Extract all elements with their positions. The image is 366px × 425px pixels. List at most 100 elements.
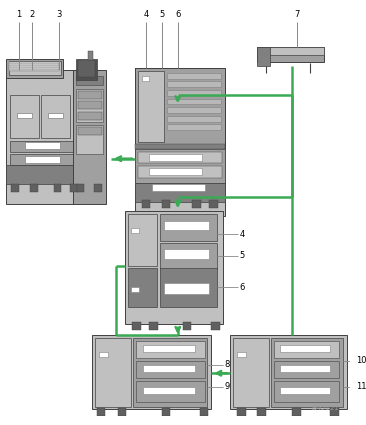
Bar xyxy=(211,322,220,330)
Bar xyxy=(160,243,217,269)
Bar xyxy=(128,214,157,266)
Text: 5: 5 xyxy=(159,11,164,20)
Bar xyxy=(149,322,158,330)
Bar xyxy=(257,47,324,62)
Bar xyxy=(138,152,222,164)
Bar xyxy=(25,142,60,149)
Bar xyxy=(9,68,59,70)
Bar xyxy=(257,47,324,55)
Bar xyxy=(142,76,149,80)
Text: 6: 6 xyxy=(175,11,180,20)
Text: 6: 6 xyxy=(240,283,245,292)
Bar xyxy=(76,125,104,154)
Bar xyxy=(88,51,93,60)
Bar xyxy=(160,268,217,306)
Bar xyxy=(73,70,106,204)
Text: 7: 7 xyxy=(294,11,300,20)
Bar xyxy=(209,200,218,208)
Bar xyxy=(77,184,84,192)
Text: 4: 4 xyxy=(240,230,245,238)
Bar xyxy=(167,90,221,96)
Bar xyxy=(257,408,266,416)
Text: 3: 3 xyxy=(56,11,61,20)
Bar xyxy=(167,73,221,79)
Text: 11: 11 xyxy=(356,382,366,391)
Bar xyxy=(54,184,61,192)
Text: 2: 2 xyxy=(29,11,34,20)
Bar xyxy=(167,82,221,87)
Bar xyxy=(133,338,208,407)
Bar xyxy=(94,184,101,192)
Bar xyxy=(292,408,301,416)
Bar xyxy=(149,168,202,175)
Bar xyxy=(41,95,70,138)
Bar xyxy=(131,287,139,292)
Bar xyxy=(78,91,101,99)
Bar xyxy=(131,228,139,233)
Bar xyxy=(78,102,101,109)
Bar xyxy=(9,66,59,68)
Bar xyxy=(135,68,225,144)
Bar xyxy=(136,381,205,402)
Bar xyxy=(9,62,60,75)
Bar xyxy=(48,113,63,118)
Text: 4: 4 xyxy=(144,11,149,20)
Bar xyxy=(142,387,195,394)
Bar xyxy=(10,154,75,165)
Bar xyxy=(135,68,225,216)
Bar xyxy=(128,268,157,306)
Bar xyxy=(149,154,202,161)
Bar xyxy=(183,322,191,330)
Bar xyxy=(237,408,246,416)
Bar xyxy=(233,338,269,407)
Text: 1: 1 xyxy=(16,11,21,20)
Bar xyxy=(30,184,38,192)
Bar xyxy=(6,165,78,184)
Bar xyxy=(167,99,221,105)
Bar xyxy=(135,144,225,149)
Bar xyxy=(162,408,170,416)
Bar xyxy=(257,47,270,66)
Bar xyxy=(167,107,221,113)
Bar xyxy=(135,149,225,183)
Text: 8: 8 xyxy=(224,360,230,369)
Bar xyxy=(25,156,60,162)
Bar xyxy=(167,116,221,122)
Bar xyxy=(274,381,339,402)
Bar xyxy=(274,341,339,358)
Bar xyxy=(135,183,225,201)
Bar xyxy=(16,113,32,118)
Bar xyxy=(9,62,59,64)
Bar xyxy=(192,200,201,208)
Bar xyxy=(280,365,330,372)
Bar xyxy=(280,345,330,352)
Bar xyxy=(237,352,246,357)
Bar xyxy=(230,335,347,410)
Bar xyxy=(78,127,101,135)
Text: 5: 5 xyxy=(240,252,245,261)
Bar xyxy=(95,338,131,407)
Bar xyxy=(10,95,38,138)
Bar xyxy=(6,70,78,204)
Bar xyxy=(70,184,78,192)
Bar xyxy=(11,184,19,192)
Bar xyxy=(160,214,217,241)
Bar xyxy=(152,184,205,191)
Bar xyxy=(164,221,209,230)
Bar xyxy=(10,141,75,152)
Bar xyxy=(330,408,339,416)
Bar xyxy=(167,125,221,130)
Bar xyxy=(142,365,195,372)
Bar xyxy=(138,166,222,178)
Bar xyxy=(76,59,97,79)
Bar xyxy=(76,89,104,122)
Bar xyxy=(118,408,126,416)
Bar xyxy=(6,59,63,78)
Bar xyxy=(138,71,164,142)
Bar xyxy=(142,200,150,208)
Bar xyxy=(142,345,195,352)
Bar xyxy=(9,70,59,71)
Text: 10: 10 xyxy=(356,357,366,366)
Text: 9: 9 xyxy=(224,382,230,391)
Bar xyxy=(97,408,105,416)
